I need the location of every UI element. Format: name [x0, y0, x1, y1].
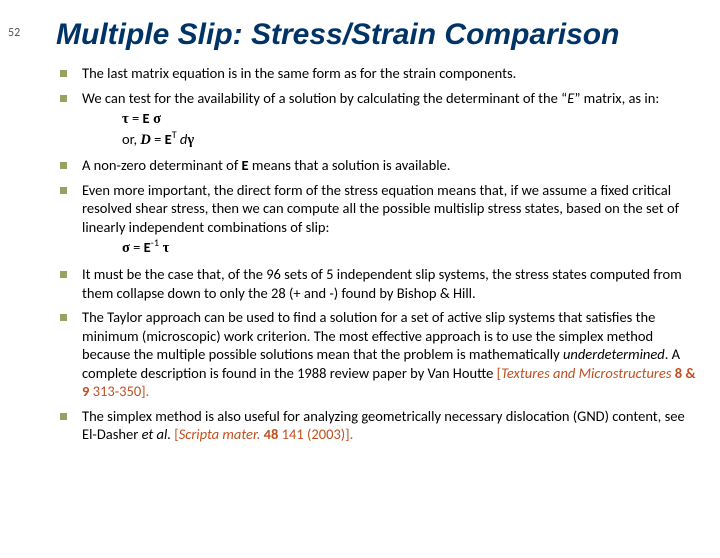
sigma: σ [122, 240, 130, 256]
eq-sign: = [130, 238, 144, 256]
bullet-item: The last matrix equation is in the same … [60, 64, 696, 83]
bullet-text: We can test for the availability of a so… [82, 89, 567, 107]
var-E: E [144, 238, 151, 256]
bullet-text: It must be the case that, of the 96 sets… [82, 265, 682, 302]
bullet-item: The simplex method is also useful for an… [60, 407, 696, 444]
bullet-item: The Taylor approach can be used to find … [60, 308, 696, 401]
bullet-item: It must be the case that, of the 96 sets… [60, 265, 696, 302]
bullet-text: means that a solution is available. [249, 156, 451, 174]
bullet-text: The last matrix equation is in the same … [82, 64, 516, 82]
bullet-item: A non-zero determinant of E means that a… [60, 156, 696, 175]
equation-block: τ = E σ or, D = ET dγ [122, 109, 696, 150]
var-E: E [165, 130, 172, 148]
bullet-list: The last matrix equation is in the same … [60, 64, 696, 444]
ref-vol: 48 [260, 425, 281, 443]
ref-pages: 313-350]. [93, 382, 150, 400]
underdetermined: underdetermined [563, 345, 665, 363]
var-E: E [242, 156, 249, 174]
bullet-text: ” matrix, as in: [574, 89, 659, 107]
equation-block: σ = E-1 τ [122, 238, 696, 259]
bullet-item: Even more important, the direct form of … [60, 181, 696, 259]
bullet-text: Even more important, the direct form of … [82, 181, 679, 236]
eq-sign: = [151, 130, 165, 148]
ref-title: Textures and Microstructures [501, 364, 671, 382]
var-E: E [142, 109, 149, 127]
d-text: d [177, 130, 188, 148]
gamma: γ [187, 132, 194, 148]
eq-sign: = [129, 109, 143, 127]
or-text: or, [122, 130, 140, 148]
et-al: et al. [142, 425, 171, 443]
sigma: σ [150, 111, 162, 127]
tau: τ [122, 111, 129, 127]
bullet-text: A non-zero determinant of [82, 156, 242, 174]
content-area: The last matrix equation is in the same … [60, 64, 696, 444]
ref-title: Scripta mater. [179, 425, 261, 443]
superscript-inv: -1 [151, 237, 159, 250]
ref-pages: 141 (2003)]. [282, 425, 354, 443]
var-D: D [140, 132, 150, 148]
tau: τ [159, 240, 169, 256]
bullet-item: We can test for the availability of a so… [60, 89, 696, 151]
slide-title: Multiple Slip: Stress/Strain Comparison [56, 18, 708, 52]
slide-number: 52 [8, 26, 20, 40]
